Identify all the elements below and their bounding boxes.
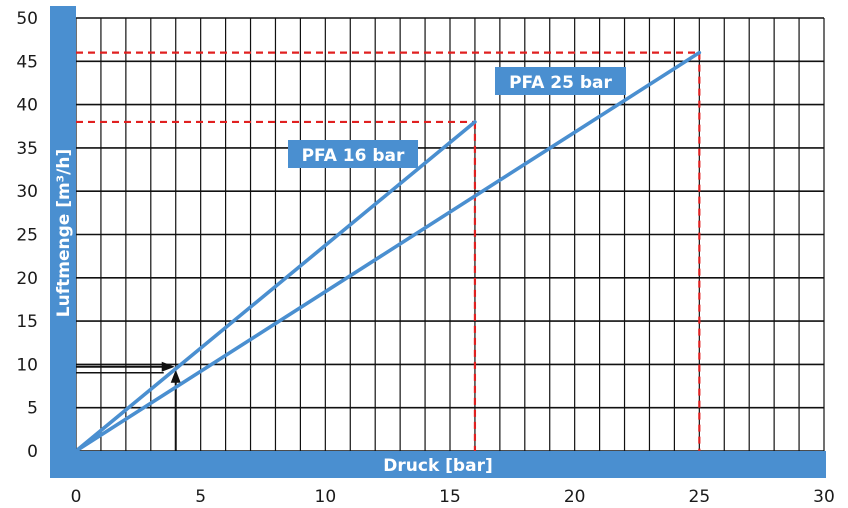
y-tick-label: 45 xyxy=(16,52,38,72)
y-tick-label: 40 xyxy=(16,96,38,116)
series-labels: PFA 16 bar PFA 25 bar xyxy=(288,67,626,168)
y-tick-label: 0 xyxy=(27,442,38,462)
y-tick-label: 15 xyxy=(16,312,38,332)
series-label: PFA 25 bar xyxy=(509,73,612,93)
example-arrow-head-right xyxy=(161,361,175,372)
x-tick-label: 25 xyxy=(689,487,711,507)
series-label-box xyxy=(288,140,418,168)
y-axis-band xyxy=(50,6,76,478)
series-line-pfa-16 xyxy=(74,120,477,453)
y-tick-label: 35 xyxy=(16,139,38,159)
y-axis-title: Luftmenge [m³/h] xyxy=(54,149,74,317)
x-tick-label: 30 xyxy=(813,487,835,507)
x-tick-label: 0 xyxy=(71,487,82,507)
tick-labels: 0 5 10 15 20 25 30 35 40 45 50 0 5 10 15 20 25 30 xyxy=(16,9,834,507)
y-tick-label: 10 xyxy=(16,355,38,375)
x-tick-label: 15 xyxy=(439,487,461,507)
y-tick-label: 25 xyxy=(16,226,38,246)
y-tick-label: 20 xyxy=(16,269,38,289)
series-label: PFA 16 bar xyxy=(302,146,405,166)
x-axis-title: Druck [bar] xyxy=(383,456,492,476)
y-tick-label: 5 xyxy=(27,399,38,419)
series-label-box xyxy=(495,67,626,95)
x-tick-label: 5 xyxy=(195,487,206,507)
x-tick-label: 10 xyxy=(315,487,337,507)
example-arrows xyxy=(76,361,181,451)
example-arrow-head-up xyxy=(170,369,181,383)
y-tick-label: 50 xyxy=(16,9,38,29)
y-tick-label: 30 xyxy=(16,182,38,202)
series-line-pfa-25 xyxy=(74,50,702,453)
series-lines xyxy=(74,50,702,453)
x-axis-band xyxy=(50,451,826,478)
reference-lines xyxy=(76,51,701,451)
x-tick-label: 20 xyxy=(564,487,586,507)
